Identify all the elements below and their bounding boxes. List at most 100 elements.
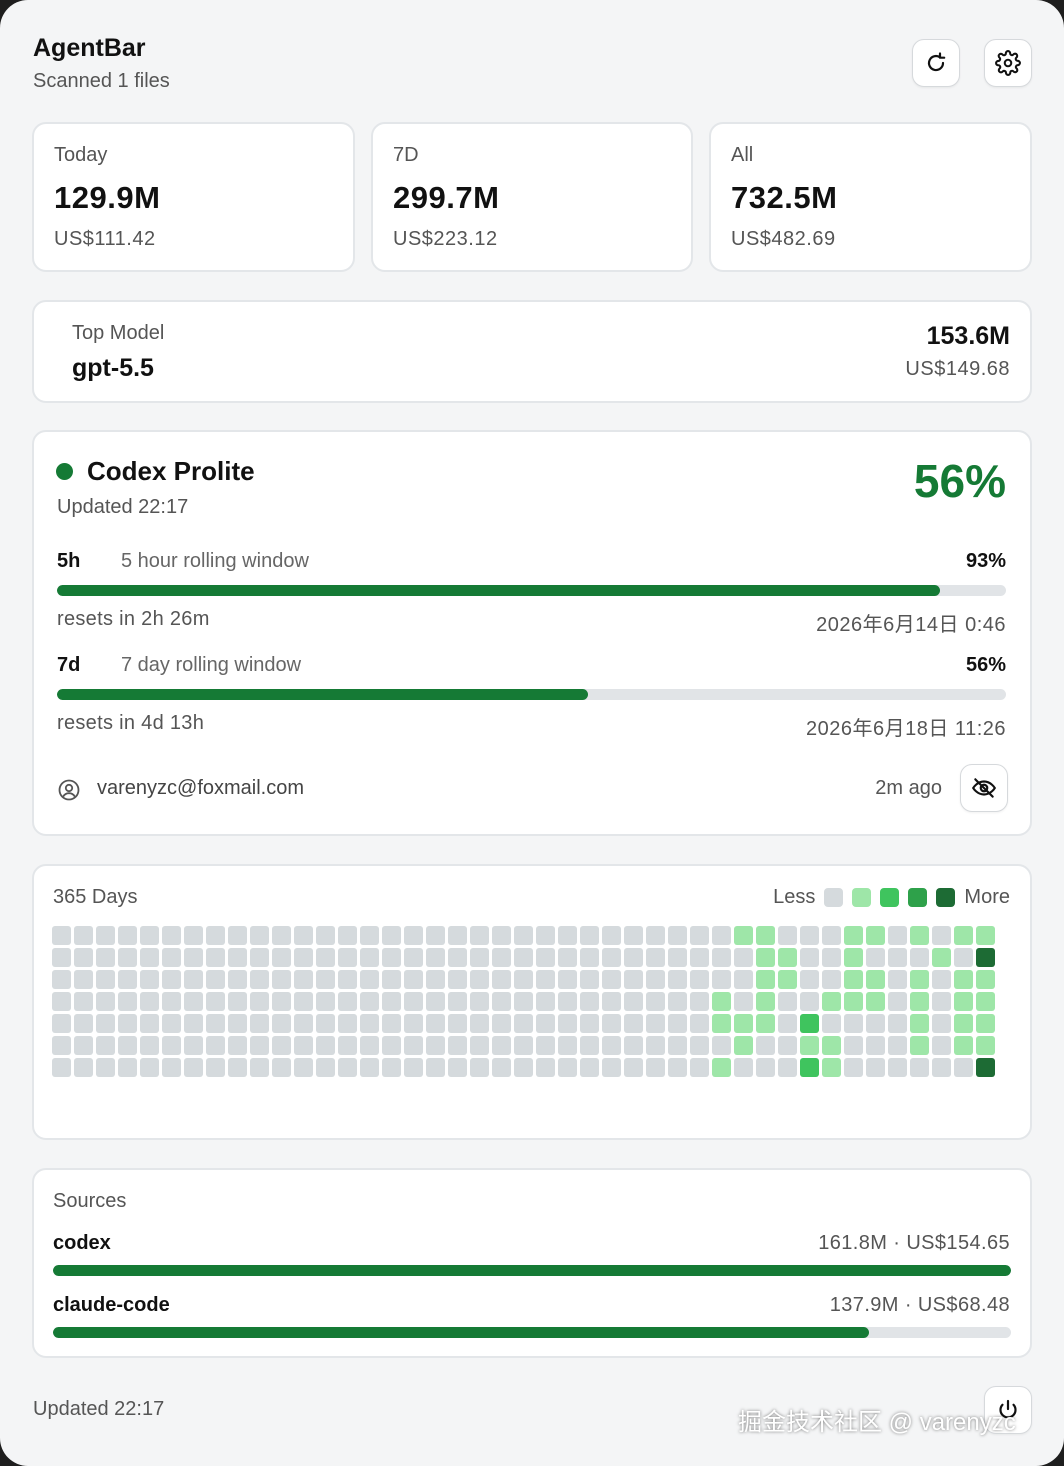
heatmap-cell xyxy=(470,992,489,1011)
heatmap-cell xyxy=(118,1014,137,1033)
heatmap-cell xyxy=(162,926,181,945)
heatmap-cell xyxy=(492,1014,511,1033)
heatmap-cell xyxy=(338,1058,357,1077)
heatmap-cell xyxy=(932,970,951,989)
heatmap-title: 365 Days xyxy=(53,886,138,908)
heatmap-cell xyxy=(294,1036,313,1055)
heatmap-cell xyxy=(404,992,423,1011)
heatmap-cell xyxy=(470,948,489,967)
heatmap-cell xyxy=(228,948,247,967)
heatmap-cell xyxy=(514,1014,533,1033)
heatmap-cell xyxy=(712,992,731,1011)
heatmap-cell xyxy=(492,1058,511,1077)
heatmap-cell xyxy=(712,1014,731,1033)
heatmap-cell xyxy=(910,970,929,989)
heatmap-cell xyxy=(74,970,93,989)
stat-label: Today xyxy=(54,144,108,166)
heatmap-cell xyxy=(338,1014,357,1033)
heatmap-cell xyxy=(206,948,225,967)
heatmap-cell xyxy=(910,926,929,945)
window-reset-in: resets in 2h 26m xyxy=(57,608,210,630)
heatmap-cell xyxy=(580,948,599,967)
heatmap-cell xyxy=(140,970,159,989)
heatmap-cell xyxy=(272,948,291,967)
heatmap-cell xyxy=(426,970,445,989)
sources-card: Sources codex 161.8M · US$154.65 claude-… xyxy=(32,1168,1032,1358)
settings-button[interactable] xyxy=(984,39,1032,87)
window-reset-in: resets in 4d 13h xyxy=(57,712,205,734)
refresh-button[interactable] xyxy=(912,39,960,87)
heatmap-cell xyxy=(976,970,995,989)
heatmap-cell xyxy=(580,1014,599,1033)
heatmap-cell xyxy=(734,1014,753,1033)
window-percent: 93% xyxy=(965,550,1006,572)
heatmap-cell xyxy=(624,992,643,1011)
heatmap-cell xyxy=(360,926,379,945)
heatmap-cell xyxy=(734,1036,753,1055)
heatmap-cell xyxy=(778,1036,797,1055)
heatmap-cell xyxy=(74,948,93,967)
heatmap-cell xyxy=(822,970,841,989)
heatmap-cell xyxy=(558,970,577,989)
heatmap-cell xyxy=(646,926,665,945)
heatmap-cell xyxy=(184,992,203,1011)
heatmap-cell xyxy=(228,1036,247,1055)
heatmap-cell xyxy=(558,1036,577,1055)
heatmap-cell xyxy=(800,1036,819,1055)
heatmap-cell xyxy=(910,948,929,967)
heatmap-cell xyxy=(206,992,225,1011)
heatmap-cell xyxy=(690,1058,709,1077)
heatmap-cell xyxy=(382,1058,401,1077)
heatmap-cell xyxy=(470,970,489,989)
status-dot xyxy=(56,463,73,480)
heatmap-cell xyxy=(976,948,995,967)
heatmap-cell xyxy=(536,926,555,945)
heatmap-cell xyxy=(316,992,335,1011)
heatmap-cell xyxy=(712,1036,731,1055)
heatmap-cell xyxy=(470,1036,489,1055)
window-progress-bar xyxy=(57,689,1006,700)
heatmap-cell xyxy=(822,1036,841,1055)
heatmap-cell xyxy=(272,1014,291,1033)
heatmap-cell xyxy=(426,1036,445,1055)
heatmap-cell xyxy=(448,1058,467,1077)
heatmap-cell xyxy=(932,948,951,967)
heatmap-cell xyxy=(96,1058,115,1077)
heatmap-cell xyxy=(866,1014,885,1033)
window-reset-time: 2026年6月14日 0:46 xyxy=(816,614,1006,636)
heatmap-cell xyxy=(294,992,313,1011)
source-bar xyxy=(53,1265,1011,1276)
heatmap-cell xyxy=(844,970,863,989)
heatmap-cell xyxy=(844,992,863,1011)
heatmap-cell xyxy=(360,1058,379,1077)
heatmap-cell xyxy=(184,970,203,989)
heatmap-cell xyxy=(756,992,775,1011)
heatmap-cell xyxy=(492,926,511,945)
heatmap-cell xyxy=(206,1058,225,1077)
source-usage: 161.8M · US$154.65 xyxy=(818,1232,1010,1254)
heatmap-cell xyxy=(844,926,863,945)
heatmap-cell xyxy=(514,948,533,967)
gear-icon xyxy=(995,50,1021,76)
account-email: varenyzc@foxmail.com xyxy=(97,777,305,799)
heatmap-cell xyxy=(690,1036,709,1055)
plan-name: Codex Prolite xyxy=(87,456,255,486)
user-circle-icon xyxy=(58,779,80,801)
heatmap-cell xyxy=(580,992,599,1011)
heatmap-cell xyxy=(624,1058,643,1077)
heatmap-cell xyxy=(976,926,995,945)
heatmap-cell xyxy=(800,992,819,1011)
heatmap-cell xyxy=(52,948,71,967)
heatmap-cell xyxy=(690,970,709,989)
heatmap-cell xyxy=(646,1036,665,1055)
quit-button[interactable] xyxy=(984,1386,1032,1434)
heatmap-cell xyxy=(228,1058,247,1077)
heatmap-cell xyxy=(404,1036,423,1055)
heatmap-cell xyxy=(800,1058,819,1077)
heatmap-cell xyxy=(470,1058,489,1077)
hide-email-button[interactable] xyxy=(960,764,1008,812)
heatmap-cell xyxy=(734,948,753,967)
heatmap-cell xyxy=(910,992,929,1011)
heatmap-cell xyxy=(558,992,577,1011)
